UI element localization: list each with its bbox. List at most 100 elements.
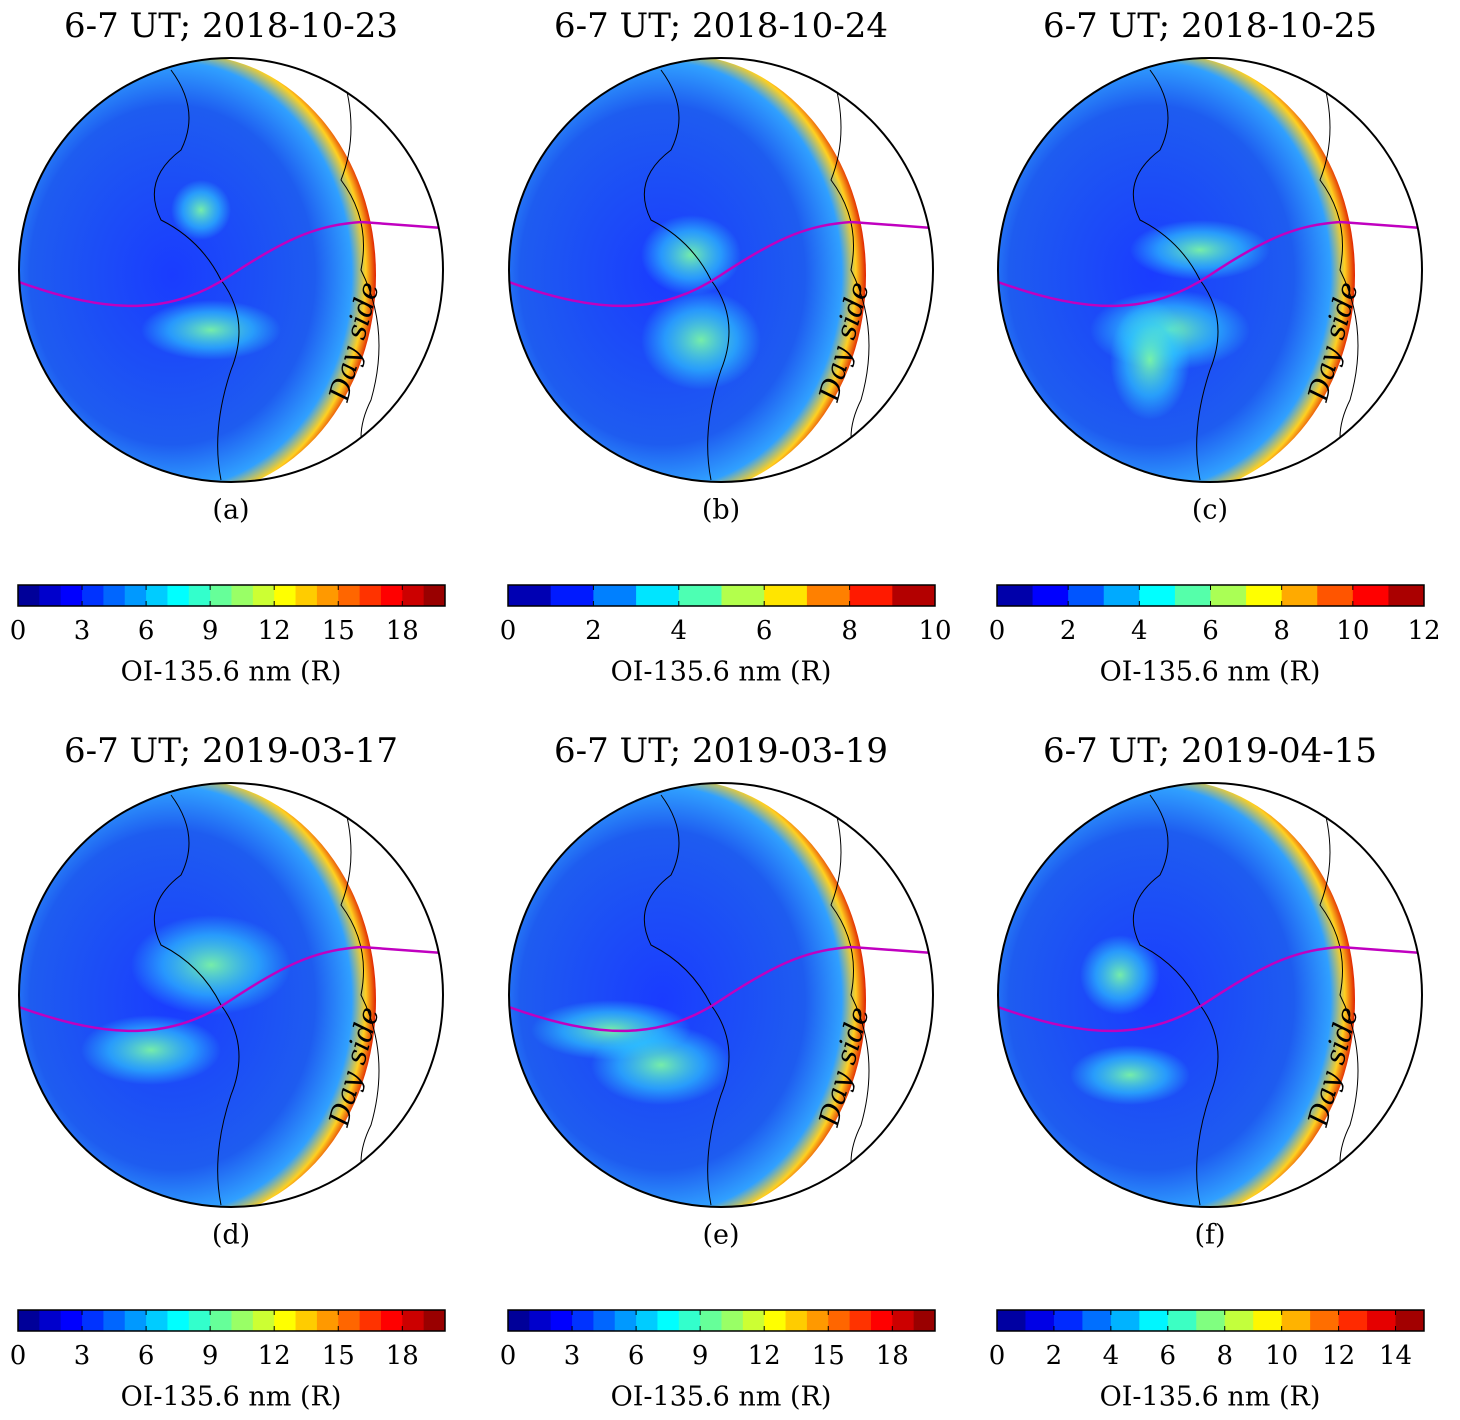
colorbar-segment	[508, 585, 552, 606]
colorbar-segment	[60, 1310, 83, 1331]
colorbar-segment	[338, 1310, 361, 1331]
colorbar-segment	[274, 1310, 297, 1331]
colorbar-label: OI-135.6 nm (R)	[121, 657, 342, 688]
colorbar-segment	[252, 1310, 275, 1331]
colorbar-segment	[593, 1310, 616, 1331]
emission-patch	[1130, 220, 1270, 280]
colorbar-segment	[18, 1310, 40, 1331]
colorbar-tick-label: 3	[564, 1341, 581, 1371]
colorbar-tick-label: 6	[756, 616, 773, 646]
colorbar-tick-label: 2	[1046, 1341, 1063, 1371]
colorbar-segment	[1388, 585, 1425, 606]
colorbar-segment	[167, 1310, 190, 1331]
colorbar-frame	[17, 1309, 446, 1332]
colorbar-segment	[1082, 1310, 1112, 1331]
colorbar-segment	[210, 1310, 232, 1331]
colorbar-segment	[124, 585, 147, 606]
colorbar-segment	[316, 1310, 339, 1331]
colorbar-segment	[636, 1310, 658, 1331]
colorbar-segment	[18, 585, 40, 606]
colorbar-tick-label: 2	[585, 616, 602, 646]
colorbar-tick-label: 9	[202, 1341, 219, 1371]
colorbar-segment	[1246, 585, 1283, 606]
emission-patch	[1070, 1045, 1190, 1105]
colorbar-segment	[636, 585, 680, 606]
colorbar-frame	[996, 1309, 1425, 1332]
colorbar-tick-label: 9	[202, 616, 219, 646]
colorbar-tick-label: 18	[386, 616, 419, 646]
colorbar-segment	[1053, 1310, 1083, 1331]
coastline	[340, 69, 380, 471]
colorbar-tick-label: 0	[10, 616, 27, 646]
colorbar-segment	[1224, 1310, 1254, 1331]
colorbar-segment	[657, 1310, 680, 1331]
colorbar-label: OI-135.6 nm (R)	[121, 1382, 342, 1413]
colorbar-segment	[210, 585, 232, 606]
colorbar-segment	[1253, 1310, 1283, 1331]
colorbar-segment	[380, 1310, 403, 1331]
colorbar-segment	[593, 585, 637, 606]
colorbar-tick-label: 6	[138, 616, 155, 646]
magnetic-equator	[998, 945, 1422, 1033]
colorbar-tick-label: 15	[322, 616, 355, 646]
colorbar-segment	[1367, 1310, 1397, 1331]
colorbar-segment	[1281, 1310, 1311, 1331]
globe-content	[509, 783, 933, 1207]
colorbar-segment	[892, 585, 936, 606]
colorbar-segment	[402, 585, 425, 606]
magnetic-equator	[509, 945, 933, 1033]
colorbar-tick-label: 3	[74, 616, 91, 646]
globe-outline	[508, 57, 934, 483]
colorbar-segment	[764, 585, 808, 606]
colorbar-segment	[252, 585, 275, 606]
colorbar-tick-label: 4	[671, 616, 688, 646]
colorbar-segment	[423, 585, 446, 606]
colorbar-segment	[1338, 1310, 1368, 1331]
colorbar-segment	[188, 585, 211, 606]
colorbar-segment	[316, 585, 339, 606]
coastline	[643, 794, 730, 1206]
globe-content	[19, 783, 443, 1207]
globe-outline	[508, 782, 934, 1208]
coastline	[830, 69, 870, 471]
colorbar-segment	[380, 585, 403, 606]
globe-content	[509, 58, 933, 482]
coastline	[1132, 69, 1219, 481]
globe-outline	[18, 57, 444, 483]
colorbar-segment	[892, 1310, 915, 1331]
panel-caption: (f)	[1194, 1220, 1225, 1251]
globe-outline	[18, 782, 444, 1208]
magnetic-equator	[509, 220, 933, 308]
colorbar-tick-label: 10	[918, 616, 951, 646]
colorbar-segment	[700, 1310, 722, 1331]
colorbar-segment	[1103, 585, 1140, 606]
colorbar-segment	[1352, 585, 1389, 606]
globe-content	[998, 58, 1422, 482]
colorbar-tick-label: 0	[500, 616, 517, 646]
emission-patch	[171, 180, 231, 240]
emission-patch	[591, 1025, 731, 1105]
colorbar-segment	[295, 1310, 318, 1331]
coastline	[1319, 794, 1359, 1196]
colorbar-tick-label: 0	[989, 616, 1006, 646]
colorbar-segment	[60, 585, 83, 606]
colorbar-segment	[103, 585, 126, 606]
colorbar-tick-label: 12	[748, 1341, 781, 1371]
coastline	[1132, 794, 1219, 1206]
colorbar-segment	[124, 1310, 147, 1331]
colorbar-tick-label: 9	[692, 1341, 709, 1371]
panel-title: 6-7 UT; 2019-03-17	[64, 731, 398, 771]
colorbar-tick-label: 18	[876, 1341, 909, 1371]
panel-caption: (c)	[1192, 495, 1228, 526]
colorbar-segment	[39, 585, 62, 606]
coastline	[340, 794, 380, 1196]
colorbar-segment	[338, 585, 361, 606]
colorbar-segment	[828, 1310, 851, 1331]
colorbar-segment	[550, 585, 594, 606]
panel-title: 6-7 UT; 2019-04-15	[1043, 731, 1377, 771]
colorbar-segment	[1317, 585, 1354, 606]
colorbar-segment	[508, 1310, 530, 1331]
